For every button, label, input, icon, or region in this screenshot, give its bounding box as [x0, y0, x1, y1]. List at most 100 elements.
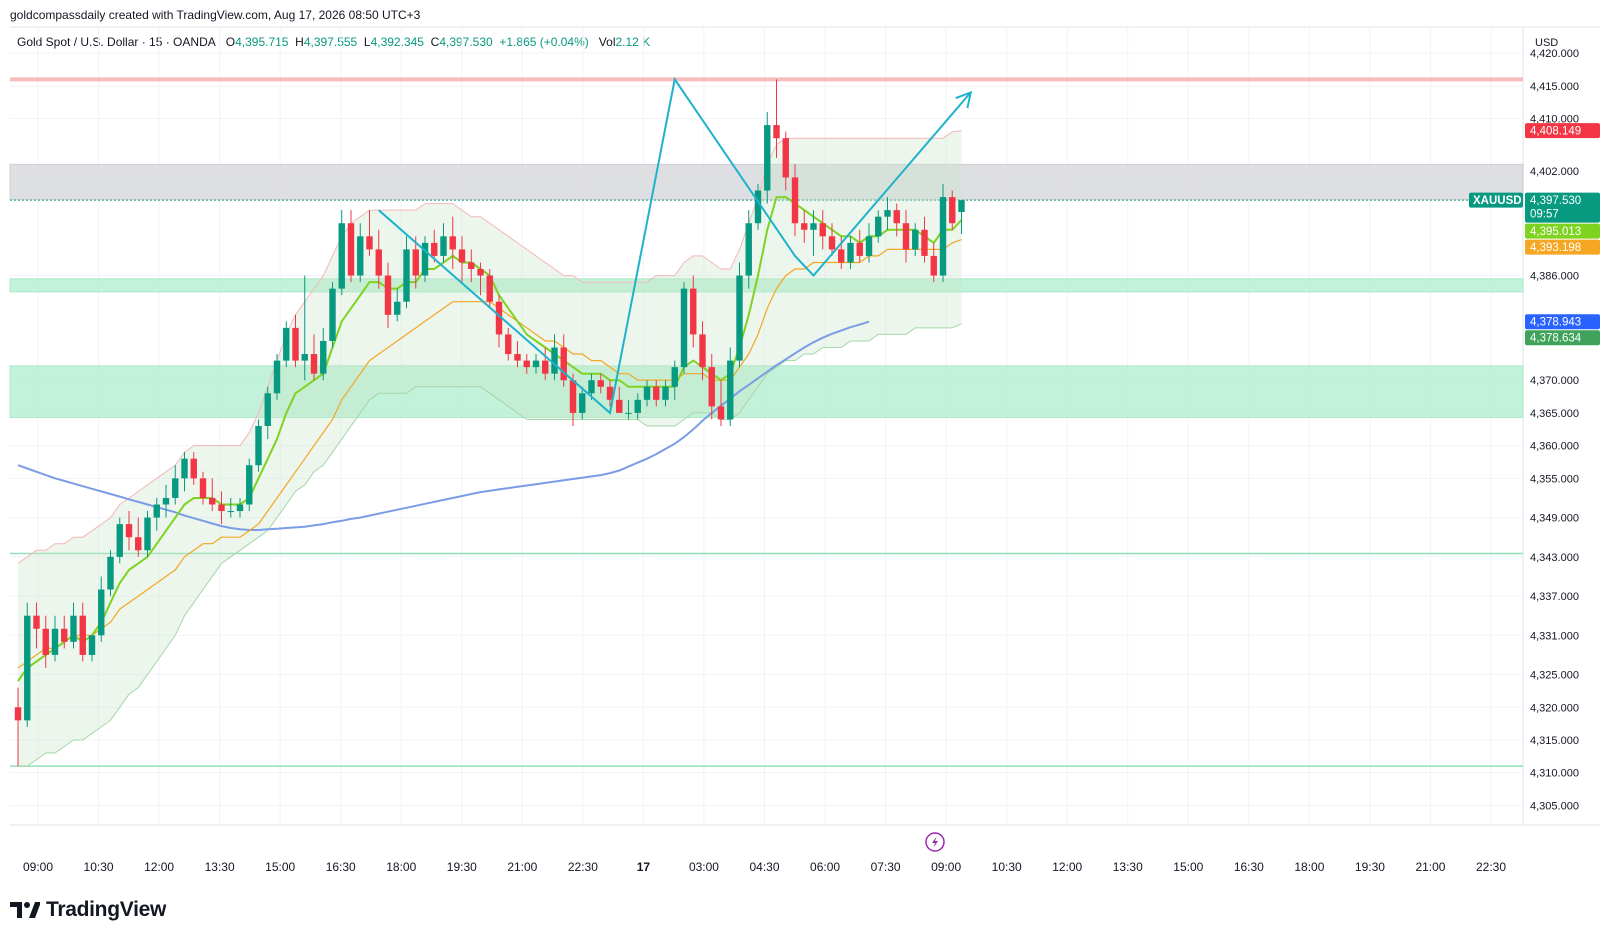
candle-body[interactable]	[264, 393, 271, 426]
candle-body[interactable]	[273, 360, 281, 394]
candle-body[interactable]	[643, 386, 651, 400]
candle-body[interactable]	[523, 360, 530, 368]
candle-body[interactable]	[394, 301, 401, 315]
candle-body[interactable]	[116, 524, 123, 557]
candle-body[interactable]	[819, 223, 826, 237]
candle-body[interactable]	[588, 380, 595, 394]
candle-body[interactable]	[403, 249, 410, 302]
currency-label[interactable]: USD	[1535, 37, 1559, 49]
candles[interactable]	[14, 79, 965, 767]
candle-body[interactable]	[33, 615, 40, 629]
candle-body[interactable]	[88, 635, 96, 655]
candle-body[interactable]	[514, 354, 521, 361]
candle-body[interactable]	[875, 216, 882, 237]
candle-body[interactable]	[921, 229, 928, 256]
candle-body[interactable]	[773, 125, 780, 139]
candle-body[interactable]	[236, 504, 244, 512]
candle-body[interactable]	[745, 223, 752, 276]
candle-body[interactable]	[616, 399, 623, 413]
candle-body[interactable]	[699, 334, 706, 368]
candle-body[interactable]	[468, 262, 475, 270]
candle-body[interactable]	[865, 236, 873, 256]
candle-body[interactable]	[708, 367, 715, 407]
candle-body[interactable]	[930, 255, 937, 276]
candle-body[interactable]	[532, 360, 540, 368]
candle-body[interactable]	[893, 210, 900, 224]
candle-body[interactable]	[162, 497, 170, 505]
candle-body[interactable]	[958, 200, 965, 213]
candle-body[interactable]	[144, 517, 151, 551]
candle-body[interactable]	[421, 242, 429, 276]
candle-body[interactable]	[329, 288, 336, 341]
candle-body[interactable]	[856, 242, 863, 256]
candle-body[interactable]	[153, 504, 160, 518]
candle-body[interactable]	[662, 386, 669, 400]
candle-body[interactable]	[98, 589, 105, 636]
candle-body[interactable]	[606, 386, 614, 400]
candle-body[interactable]	[384, 275, 392, 315]
candle-body[interactable]	[375, 249, 382, 276]
candle-body[interactable]	[949, 197, 956, 224]
price-chart[interactable]: 4,420.000 4,415.000 4,410.000 4,402.000 4,38…	[0, 0, 1600, 880]
candle-body[interactable]	[495, 301, 503, 335]
candle-body[interactable]	[135, 537, 142, 551]
pattern-drawing[interactable]	[378, 76, 973, 415]
arrow-head-icon[interactable]	[955, 90, 973, 109]
candle-body[interactable]	[597, 380, 604, 387]
candle-body[interactable]	[625, 412, 632, 414]
candle-body[interactable]	[449, 236, 456, 250]
candle-body[interactable]	[431, 242, 438, 256]
candle-body[interactable]	[736, 275, 743, 361]
candle-body[interactable]	[125, 524, 133, 538]
candle-body[interactable]	[754, 190, 762, 224]
candle-body[interactable]	[782, 138, 789, 178]
candle-body[interactable]	[320, 340, 327, 374]
time-axis[interactable]: 09:00 10:30 12:00 13:30 15:00 16:30 18:00 19:30…	[23, 860, 1506, 874]
candle-body[interactable]	[458, 249, 466, 263]
candle-body[interactable]	[347, 223, 355, 276]
lightning-icon[interactable]	[925, 832, 945, 852]
candle-body[interactable]	[653, 386, 660, 400]
candle-body[interactable]	[486, 275, 493, 302]
candle-body[interactable]	[199, 478, 207, 498]
candle-body[interactable]	[902, 223, 910, 250]
candle-body[interactable]	[190, 458, 197, 479]
candle-body[interactable]	[569, 380, 577, 413]
candle-body[interactable]	[440, 236, 447, 256]
candle-body[interactable]	[283, 327, 290, 361]
candle-body[interactable]	[717, 406, 725, 420]
candle-body[interactable]	[828, 236, 836, 250]
candle-body[interactable]	[227, 511, 234, 513]
candle-body[interactable]	[310, 354, 318, 374]
candle-body[interactable]	[181, 458, 188, 479]
candle-body[interactable]	[884, 210, 891, 217]
candle-body[interactable]	[301, 354, 308, 361]
candle-body[interactable]	[671, 367, 678, 387]
candle-body[interactable]	[51, 628, 59, 655]
candle-body[interactable]	[579, 393, 586, 413]
candle-body[interactable]	[218, 504, 225, 512]
price-axis[interactable]: 4,420.000 4,415.000 4,410.000 4,402.000 4,38…	[1530, 48, 1579, 812]
candle-body[interactable]	[14, 707, 22, 721]
candle-body[interactable]	[810, 223, 817, 230]
candle-body[interactable]	[764, 125, 771, 191]
candle-body[interactable]	[727, 360, 734, 420]
candle-body[interactable]	[690, 288, 697, 335]
candle-body[interactable]	[551, 347, 558, 374]
candle-body[interactable]	[107, 556, 114, 590]
candle-body[interactable]	[412, 249, 419, 276]
candle-body[interactable]	[357, 236, 364, 276]
candle-body[interactable]	[24, 615, 31, 721]
candle-body[interactable]	[847, 242, 854, 263]
candle-body[interactable]	[801, 223, 808, 230]
candle-body[interactable]	[79, 615, 86, 655]
candle-body[interactable]	[791, 177, 799, 224]
candle-body[interactable]	[172, 478, 179, 498]
candle-body[interactable]	[209, 497, 216, 505]
candle-body[interactable]	[838, 249, 845, 263]
candle-body[interactable]	[42, 628, 49, 655]
candle-body[interactable]	[560, 347, 567, 381]
candle-body[interactable]	[338, 223, 345, 289]
candle-body[interactable]	[939, 197, 947, 276]
candle-body[interactable]	[246, 465, 253, 505]
